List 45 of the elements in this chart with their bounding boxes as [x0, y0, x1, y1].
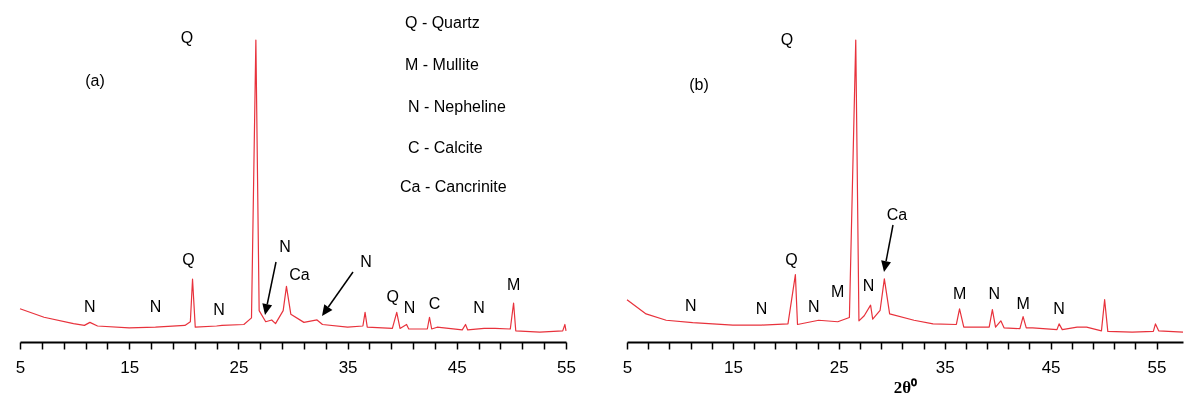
- annotation: M - Mullite: [405, 55, 479, 73]
- x-tick-label: 55: [557, 357, 576, 377]
- annotation: N: [684, 296, 697, 314]
- annotation: C: [428, 295, 441, 313]
- text: Q - Quartz: [405, 13, 480, 31]
- annotation: N: [755, 300, 768, 318]
- x-tick-label: 45: [447, 357, 467, 377]
- annotation: N: [360, 252, 372, 270]
- annotation: M: [952, 284, 967, 302]
- annotation: Q: [386, 288, 399, 306]
- annotation: N - Nepheline: [408, 97, 506, 115]
- annotation: N: [149, 298, 162, 316]
- annotation: N: [473, 299, 485, 317]
- annotation: Q: [780, 30, 794, 48]
- x-tick-label: 35: [338, 357, 358, 377]
- annotation: M: [831, 282, 845, 300]
- x-tick-label: 45: [1041, 357, 1061, 377]
- annotation: M: [506, 276, 521, 294]
- annotation: Ca: [289, 266, 310, 284]
- annotation: Ca: [886, 205, 908, 223]
- annotation: (a): [85, 71, 105, 89]
- annotation: Ca - Cancrinite: [400, 177, 507, 195]
- x-tick-label: 5: [622, 357, 633, 377]
- annotation: Q: [182, 251, 195, 269]
- annotation: N: [403, 299, 416, 317]
- annotation: N: [988, 284, 1001, 302]
- x-axis-title: 2θ⁰: [893, 377, 918, 397]
- x-tick-label: 5: [15, 357, 26, 377]
- annotation: N: [807, 298, 820, 316]
- x-tick-label: 15: [120, 357, 140, 377]
- annotation: N: [862, 277, 875, 295]
- annotation: Q: [180, 28, 194, 46]
- x-tick-label: 35: [935, 357, 955, 377]
- annotation: N: [279, 237, 291, 255]
- annotation: M: [1016, 294, 1030, 312]
- annotation: C - Calcite: [408, 138, 483, 156]
- annotation: (b): [689, 75, 709, 93]
- annotation: Q: [785, 250, 798, 268]
- x-tick-label: 15: [723, 357, 743, 377]
- x-tick-label: 25: [229, 357, 249, 377]
- x-tick-label: 55: [1147, 357, 1167, 377]
- x-tick-label: 25: [829, 357, 849, 377]
- annotation: N: [213, 301, 225, 319]
- annotation: N: [84, 298, 96, 316]
- annotation: N: [1053, 299, 1065, 317]
